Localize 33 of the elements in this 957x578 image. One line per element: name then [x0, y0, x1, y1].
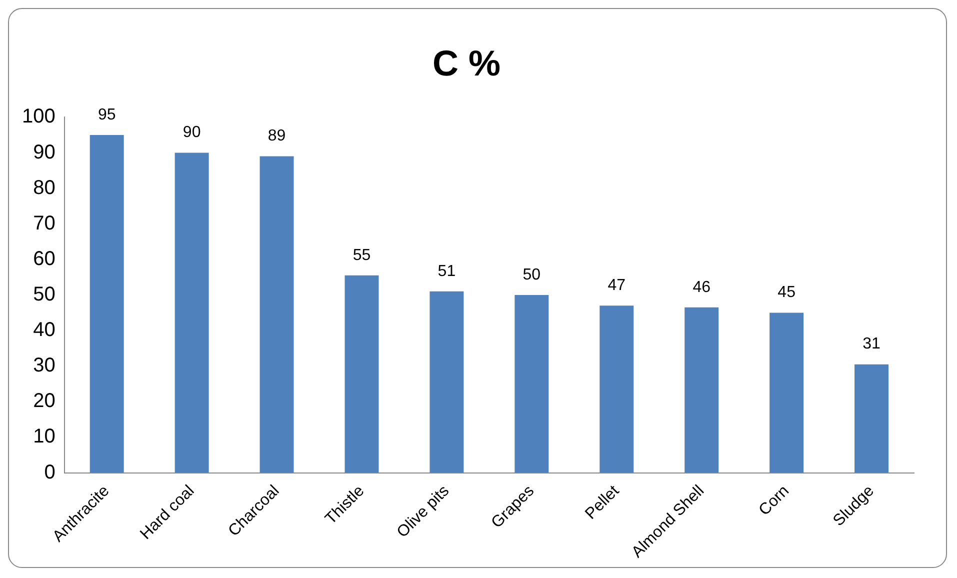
- y-tick-label: 50: [33, 283, 56, 306]
- bar: [174, 152, 209, 473]
- y-tick-label: 100: [22, 106, 56, 128]
- y-tick-label: 70: [33, 212, 56, 234]
- bar: [260, 156, 294, 473]
- y-tick-label: 40: [33, 319, 56, 342]
- data-label: 51: [438, 262, 456, 280]
- x-tick-label: Corn: [756, 482, 792, 520]
- data-label: 89: [268, 128, 286, 145]
- bar: [600, 306, 634, 473]
- y-tick-label: 10: [33, 426, 56, 448]
- data-label: 45: [778, 284, 796, 302]
- bar: [854, 364, 889, 473]
- data-label: 50: [522, 266, 541, 284]
- data-label: 47: [608, 277, 626, 294]
- data-label: 90: [182, 124, 201, 142]
- bar: [684, 307, 719, 473]
- bar: [90, 134, 124, 473]
- data-label: 55: [352, 246, 371, 264]
- y-tick-label: 30: [33, 354, 56, 377]
- bar: [344, 275, 379, 473]
- data-label: 95: [98, 106, 116, 124]
- bar: [514, 294, 549, 473]
- data-label: 46: [692, 278, 711, 296]
- y-tick-label: 90: [33, 141, 56, 164]
- chart-title: C %: [432, 42, 501, 84]
- bar: [430, 291, 464, 473]
- y-tick-label: 0: [44, 461, 56, 484]
- data-label: 31: [862, 336, 881, 353]
- y-tick-label: 20: [33, 390, 56, 412]
- y-tick-label: 80: [33, 176, 56, 199]
- y-tick-label: 60: [33, 248, 56, 270]
- bar: [770, 312, 804, 473]
